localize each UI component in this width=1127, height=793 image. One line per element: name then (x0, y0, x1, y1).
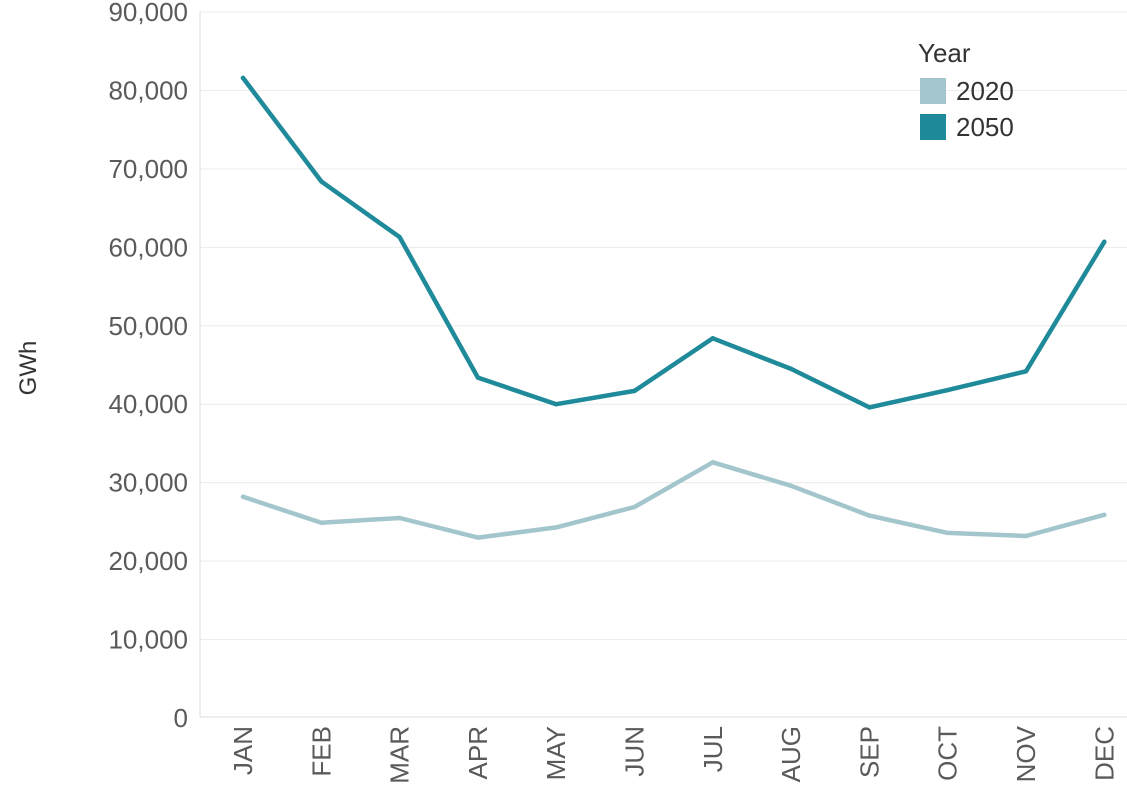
legend-items: 2020 2050 (920, 76, 1014, 142)
x-tick-label: AUG (776, 726, 806, 782)
legend-swatch-2020 (920, 78, 946, 104)
y-tick-label: 40,000 (108, 389, 188, 419)
legend-label-2020: 2020 (956, 76, 1014, 106)
legend-swatch-2050 (920, 114, 946, 140)
legend-label-2050: 2050 (956, 112, 1014, 142)
series-line-2020 (240, 460, 1107, 540)
data-point-2050 (1023, 369, 1029, 374)
data-point-2020 (1102, 512, 1107, 518)
data-point-2050 (632, 388, 637, 394)
data-point-2050 (397, 234, 402, 240)
legend: Year 2020 2050 (918, 38, 1014, 142)
x-tick-label: FEB (306, 726, 336, 777)
data-point-2050 (1102, 239, 1107, 245)
legend-title: Year (918, 38, 971, 68)
x-tick-label: DEC (1089, 726, 1119, 781)
y-axis-ticks: 0 10,000 20,000 30,000 40,000 50,000 60,000 70,… (108, 0, 188, 733)
x-tick-label: JAN (228, 726, 258, 775)
y-tick-label: 60,000 (108, 232, 188, 262)
data-point-2050 (867, 405, 872, 410)
y-tick-label: 70,000 (108, 154, 188, 184)
x-tick-label: APR (463, 726, 493, 779)
data-point-2050 (240, 75, 246, 81)
data-point-2020 (319, 520, 324, 525)
y-tick-label: 30,000 (108, 468, 188, 498)
y-tick-label: 20,000 (108, 546, 188, 576)
data-point-2050 (788, 366, 794, 372)
data-point-2020 (554, 525, 559, 530)
series-line-2050 (240, 75, 1107, 410)
data-point-2020 (710, 460, 715, 465)
data-point-2020 (632, 504, 637, 510)
data-point-2050 (319, 179, 324, 184)
x-axis-ticks: JAN FEB MAR APR MAY JUN JUL AUG SEP OCT NOV DEC (228, 725, 1119, 783)
gridlines (200, 11, 1127, 641)
data-point-2020 (475, 535, 481, 540)
x-tick-label: JUN (620, 726, 650, 777)
y-tick-label: 90,000 (108, 0, 188, 27)
x-tick-label: JUL (698, 726, 728, 772)
y-tick-label: 50,000 (108, 311, 188, 341)
axes (199, 12, 1127, 718)
x-tick-label: MAR (385, 726, 415, 784)
data-point-2020 (240, 494, 246, 499)
data-point-2020 (867, 513, 872, 518)
data-point-2050 (710, 336, 715, 341)
x-tick-label: MAY (541, 726, 571, 780)
x-tick-label: NOV (1011, 725, 1041, 782)
y-axis-title: GWh (15, 341, 42, 396)
y-tick-label: 0 (174, 703, 188, 733)
data-point-2020 (1023, 533, 1029, 539)
data-point-2020 (945, 530, 950, 536)
data-point-2020 (788, 483, 794, 489)
x-tick-label: SEP (854, 726, 884, 778)
x-tick-label: OCT (933, 726, 963, 781)
data-point-2020 (397, 515, 402, 521)
data-point-2050 (475, 375, 481, 380)
series-lines (240, 75, 1107, 540)
data-point-2050 (554, 402, 559, 407)
y-tick-label: 10,000 (108, 625, 188, 655)
data-point-2050 (945, 387, 950, 393)
y-tick-label: 80,000 (108, 75, 188, 105)
